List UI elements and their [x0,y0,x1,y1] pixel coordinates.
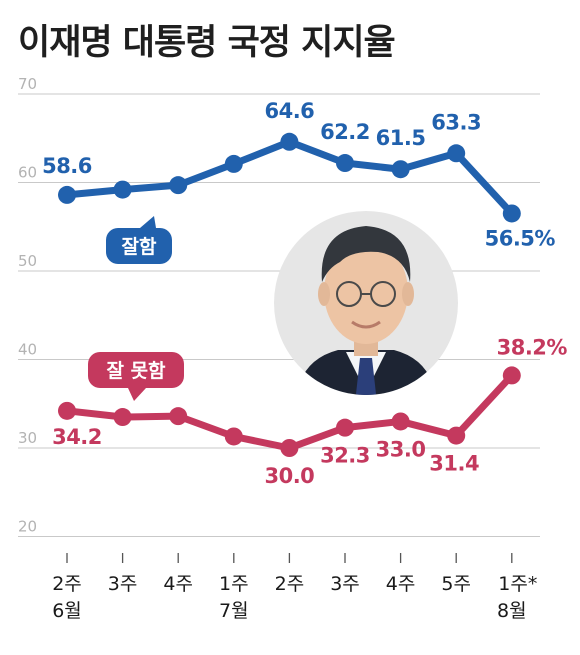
x-axis: 2주 6월 3주 4주 1주 7월 2주 3주 4주 5주 1주* 8월 [52,553,537,622]
legend-badge [88,352,184,388]
x-tick-label: 6월 [52,600,82,622]
data-point [280,132,299,151]
legend-label: 잘 못함 [106,360,166,382]
data-point [336,418,354,437]
x-tick-label: 1주* [498,573,537,595]
x-tick-label: 4주 [386,573,416,595]
legend-pointer [140,216,156,228]
data-point [58,401,76,420]
data-label: 31.4 [429,452,479,476]
data-point [224,154,243,173]
x-tick-label: 8월 [497,600,527,622]
data-label: 64.6 [264,99,314,123]
series: 58.6 64.662.2 61.563.3 56.5% 34.2 30.032.3 33.… [42,99,568,488]
y-tick-label: 20 [18,518,37,536]
data-label: 32.3 [320,444,370,468]
data-point [447,426,466,445]
data-label: 62.2 [320,120,370,144]
data-point [280,439,299,457]
data-label: 33.0 [376,437,426,461]
y-tick-label: 40 [18,341,37,359]
x-tick-label: 2주 [275,573,305,595]
data-point [336,154,354,173]
data-label: 56.5% [485,226,556,250]
x-tick-label: 3주 [330,573,360,595]
x-tick-label: 2주 [52,573,82,595]
y-tick-label: 50 [18,252,37,270]
legend-label: 잘함 [122,236,157,258]
y-tick-label: 70 [18,75,37,93]
data-point [169,176,188,195]
y-tick-label: 30 [18,429,37,447]
data-label: 30.0 [264,464,314,488]
data-point [502,204,521,223]
data-label: 61.5 [376,126,426,150]
data-point [113,408,132,427]
legend-badge [106,228,172,264]
series-line [63,138,516,217]
data-label: 58.6 [42,154,92,178]
data-point [447,144,466,163]
data-label: 34.2 [52,425,102,449]
data-point [169,407,188,426]
data-point [502,366,521,385]
portrait-photo [274,211,458,395]
y-tick-label: 60 [18,164,37,182]
legend-pointer [128,388,146,401]
legend: 잘함잘 못함 [88,216,184,401]
data-label: 63.3 [431,110,481,134]
data-point [113,180,132,199]
x-tick-label: 1주 [219,573,249,595]
data-point [391,412,410,431]
data-label: 38.2% [497,335,568,359]
x-tick-label: 5주 [441,573,471,595]
x-tick-label: 7월 [219,600,249,622]
person-portrait-icon [296,226,436,395]
chart-title: 이재명 대통령 국정 지지율 [18,23,396,63]
x-tick-label: 3주 [108,573,138,595]
data-point [58,185,76,204]
data-point [391,160,410,179]
x-tick-label: 4주 [163,573,193,595]
data-point [224,427,243,446]
